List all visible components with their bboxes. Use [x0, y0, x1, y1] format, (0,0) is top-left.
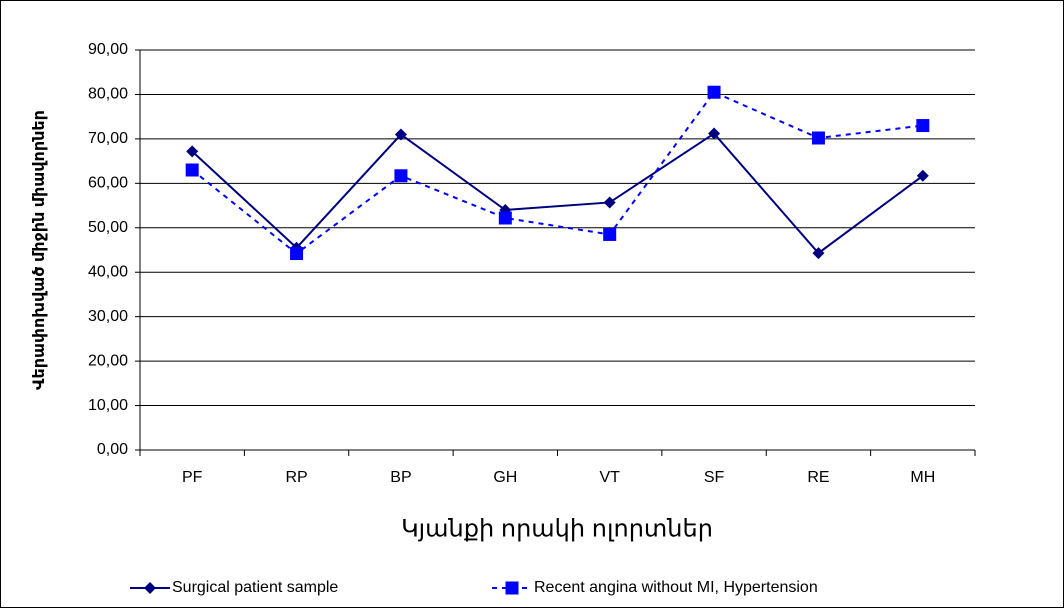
x-tick-label: BP — [390, 469, 411, 486]
y-tick-label: 20,00 — [88, 352, 128, 369]
legend-label: Recent angina without MI, Hypertension — [534, 579, 818, 596]
legend-label: Surgical patient sample — [172, 579, 338, 596]
legend-marker — [144, 582, 156, 594]
y-tick-label: 60,00 — [88, 175, 128, 192]
series-line — [191, 132, 924, 255]
marker — [290, 247, 304, 261]
marker — [603, 227, 617, 241]
y-tick-label: 0,00 — [97, 441, 128, 458]
x-tick-label: VT — [599, 469, 620, 486]
y-tick-label: 90,00 — [88, 41, 128, 58]
marker — [916, 119, 930, 133]
marker — [185, 163, 199, 177]
marker — [916, 169, 929, 182]
marker — [394, 128, 407, 141]
y-tick-label: 70,00 — [88, 130, 128, 147]
y-tick-label: 40,00 — [88, 263, 128, 280]
x-tick-label: SF — [704, 469, 725, 486]
marker — [707, 85, 721, 99]
x-tick-label: MH — [910, 469, 935, 486]
marker — [812, 247, 825, 260]
y-tick-label: 80,00 — [88, 86, 128, 103]
marker — [708, 127, 721, 140]
x-axis-title: Կյանքի որակի ոլորտներ — [401, 515, 713, 542]
x-tick-label: RE — [807, 469, 829, 486]
series-line — [191, 90, 923, 255]
y-tick-label: 30,00 — [88, 308, 128, 325]
marker — [186, 145, 199, 158]
y-axis-title: Վերափոխված միջին միավորներ — [31, 110, 48, 390]
y-tick-label: 10,00 — [88, 397, 128, 414]
marker — [811, 131, 825, 145]
y-tick-label: 50,00 — [88, 219, 128, 236]
x-tick-label: PF — [182, 469, 203, 486]
x-tick-label: RP — [285, 469, 307, 486]
marker — [394, 169, 408, 183]
marker — [603, 196, 616, 209]
legend-marker — [505, 581, 519, 595]
x-tick-label: GH — [493, 469, 517, 486]
marker — [498, 211, 512, 225]
